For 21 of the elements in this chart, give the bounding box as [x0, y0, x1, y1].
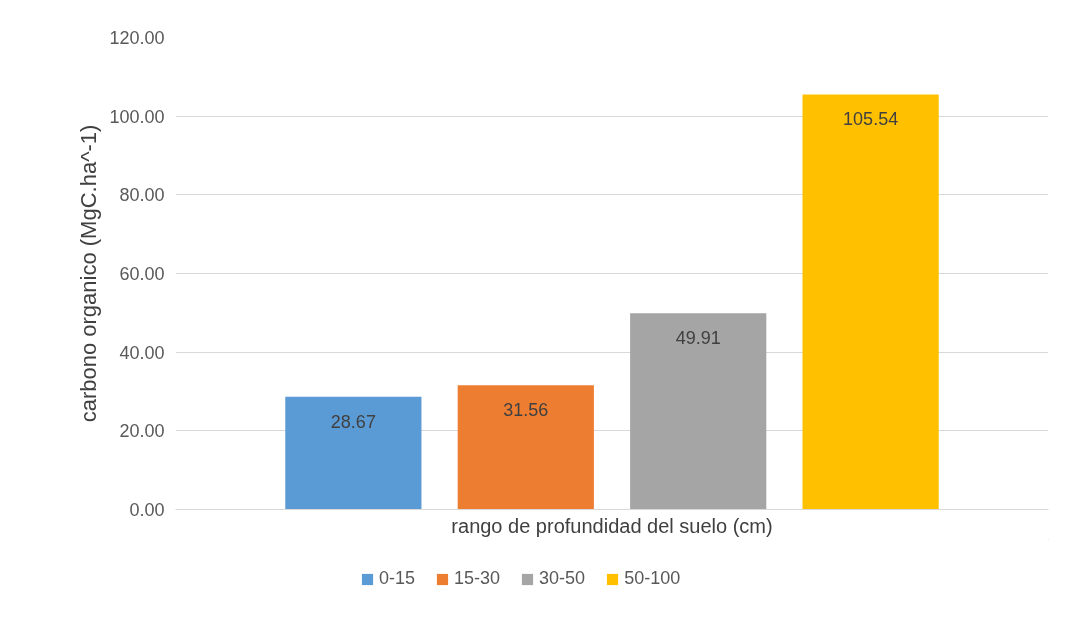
- y-tick-label: 60.00: [119, 264, 165, 284]
- legend-label: 50-100: [624, 568, 681, 589]
- legend-label: 15-30: [454, 568, 501, 589]
- data-label: 49.91: [675, 328, 721, 349]
- legend-label: 0-15: [379, 568, 416, 589]
- y-tick-label: 40.00: [119, 342, 165, 363]
- y-tick-label: 120.00: [109, 28, 165, 48]
- y-tick-label: 100.00: [109, 106, 165, 127]
- bar: [457, 385, 594, 510]
- legend-label: 30-50: [539, 568, 586, 589]
- x-axis-title: rango de profundidad del suelo (cm): [451, 514, 773, 537]
- data-label: 28.67: [330, 411, 376, 432]
- bar: [630, 313, 767, 510]
- y-tick-label: 0.00: [129, 500, 165, 520]
- data-label: 31.56: [503, 400, 549, 421]
- data-label: 105.54: [843, 109, 899, 130]
- bar: [285, 396, 422, 510]
- y-tick-label: 20.00: [119, 421, 165, 442]
- y-tick-label: 80.00: [119, 185, 165, 206]
- bar: [802, 94, 939, 510]
- y-axis-title: carbono organico (MgC.ha^-1): [76, 124, 102, 423]
